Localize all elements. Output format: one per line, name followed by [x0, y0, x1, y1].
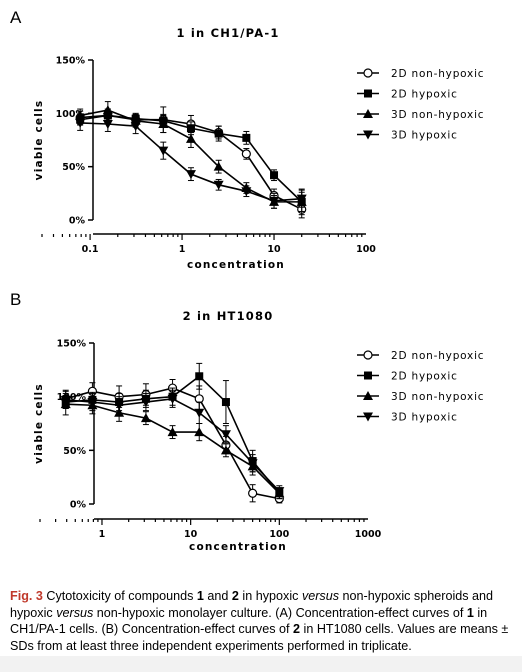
chart-b-xtick-label: 1000 — [355, 529, 382, 540]
chart-a-xtick-label: 0.1 — [82, 244, 99, 255]
chart-a-data-point — [269, 196, 280, 206]
chart-a-data-point — [241, 187, 252, 197]
chart-a-ytick-label: 100% — [56, 109, 86, 120]
chart-b-data-point — [114, 401, 125, 411]
chart-b-data-point — [194, 427, 205, 437]
chart-b-legend-marker — [363, 391, 373, 400]
chart-a-legend-label: 2D non-hypoxic — [391, 68, 484, 80]
chart-a-ytick-label: 150% — [56, 56, 86, 67]
chart-a-legend-label: 3D hypoxic — [391, 130, 458, 142]
chart-a-xlabel: concentration — [187, 259, 285, 271]
chart-b-data-point — [220, 445, 231, 455]
chart-b-legend-label: 2D hypoxic — [391, 371, 458, 383]
chart-a-xtick-label: 100 — [356, 244, 376, 255]
chart-b-data-point — [167, 394, 178, 404]
chart-a-data-point — [75, 118, 86, 128]
chart-b-data-point — [87, 398, 98, 408]
chart-b-ytick-label: 0% — [70, 500, 87, 511]
chart-a-data-point — [130, 122, 141, 132]
chart-b-data-point — [140, 398, 151, 408]
chart-a-legend-marker — [363, 109, 373, 118]
chart-b-title: 2 in HT1080 — [183, 309, 274, 323]
chart-a-data-point — [158, 146, 169, 156]
chart-a-data-point — [214, 129, 223, 138]
chart-b-ylabel: viable cells — [33, 383, 45, 464]
chart-b-data-point — [194, 408, 205, 418]
chart-b-xtick-label: 10 — [184, 529, 198, 540]
chart-b-data-point — [221, 398, 230, 407]
chart-b-data-point — [248, 488, 258, 498]
chart-b-legend-label: 3D non-hypoxic — [391, 391, 484, 403]
footer-bar — [0, 656, 522, 672]
chart-b-legend-marker — [363, 412, 373, 422]
chart-a-data-point — [296, 194, 307, 204]
chart-a-ytick-label: 0% — [69, 216, 86, 227]
chart-a-legend-label: 2D hypoxic — [391, 89, 458, 101]
chart-b-data-point — [220, 430, 231, 440]
chart-a-data-point — [102, 120, 113, 129]
chart-a-data-point — [241, 149, 251, 159]
chart-a-data-point — [185, 170, 196, 180]
chart-b-data-point — [274, 487, 285, 497]
chart-b-legend-marker — [364, 371, 372, 380]
panel-a-letter: A — [10, 8, 22, 27]
chart-b-ytick-label: 150% — [57, 339, 87, 350]
chart-a-xtick-label: 1 — [179, 244, 186, 255]
chart-b-data-point — [140, 413, 151, 423]
chart-b-data-point — [247, 459, 258, 469]
chart-a-xtick-label: 10 — [267, 244, 281, 255]
chart-b-data-point — [60, 395, 71, 405]
chart-a-data-point — [242, 133, 251, 142]
chart-a-legend-marker — [363, 130, 373, 140]
chart-a-data-point — [213, 161, 224, 171]
chart-b-legend-label: 3D hypoxic — [391, 412, 458, 424]
chart-b-legend-marker — [363, 350, 373, 360]
chart-a-data-point — [186, 124, 195, 133]
chart-b-xlabel: concentration — [189, 541, 287, 553]
chart-a-ylabel: viable cells — [33, 100, 45, 181]
chart-b-data-point — [167, 427, 178, 437]
chart-a-legend-label: 3D non-hypoxic — [391, 109, 484, 121]
chart-a-legend-marker — [363, 68, 373, 78]
chart-b-xtick-label: 100 — [269, 529, 289, 540]
chart-b-ytick-label: 50% — [63, 446, 86, 457]
chart-a-data-point — [102, 105, 113, 115]
chart-b-xtick-label: 1 — [99, 529, 106, 540]
chart-a-legend-marker — [364, 89, 372, 98]
figure-caption: Fig. 3 Cytotoxicity of compounds 1 and 2… — [10, 589, 509, 653]
panel-b-letter: B — [10, 290, 22, 309]
chart-b-legend-label: 2D non-hypoxic — [391, 350, 484, 362]
chart-b-series-line — [65, 397, 280, 492]
chart-a-data-point — [158, 119, 169, 128]
chart-a-ytick-label: 50% — [62, 162, 85, 173]
chart-a-data-point — [213, 180, 224, 190]
chart-a-data-point — [185, 133, 196, 143]
chart-a-series-4 — [75, 114, 307, 209]
caption-label: Fig. 3 — [10, 589, 43, 603]
chart-a: 1 in CH1/PA-1 0% 50% 100% 150% viable cells 0.… — [33, 26, 484, 271]
chart-a-title: 1 in CH1/PA-1 — [176, 26, 279, 40]
chart-b-series-4 — [60, 389, 285, 497]
chart-a-data-point — [270, 171, 279, 180]
chart-b-data-point — [195, 372, 204, 381]
